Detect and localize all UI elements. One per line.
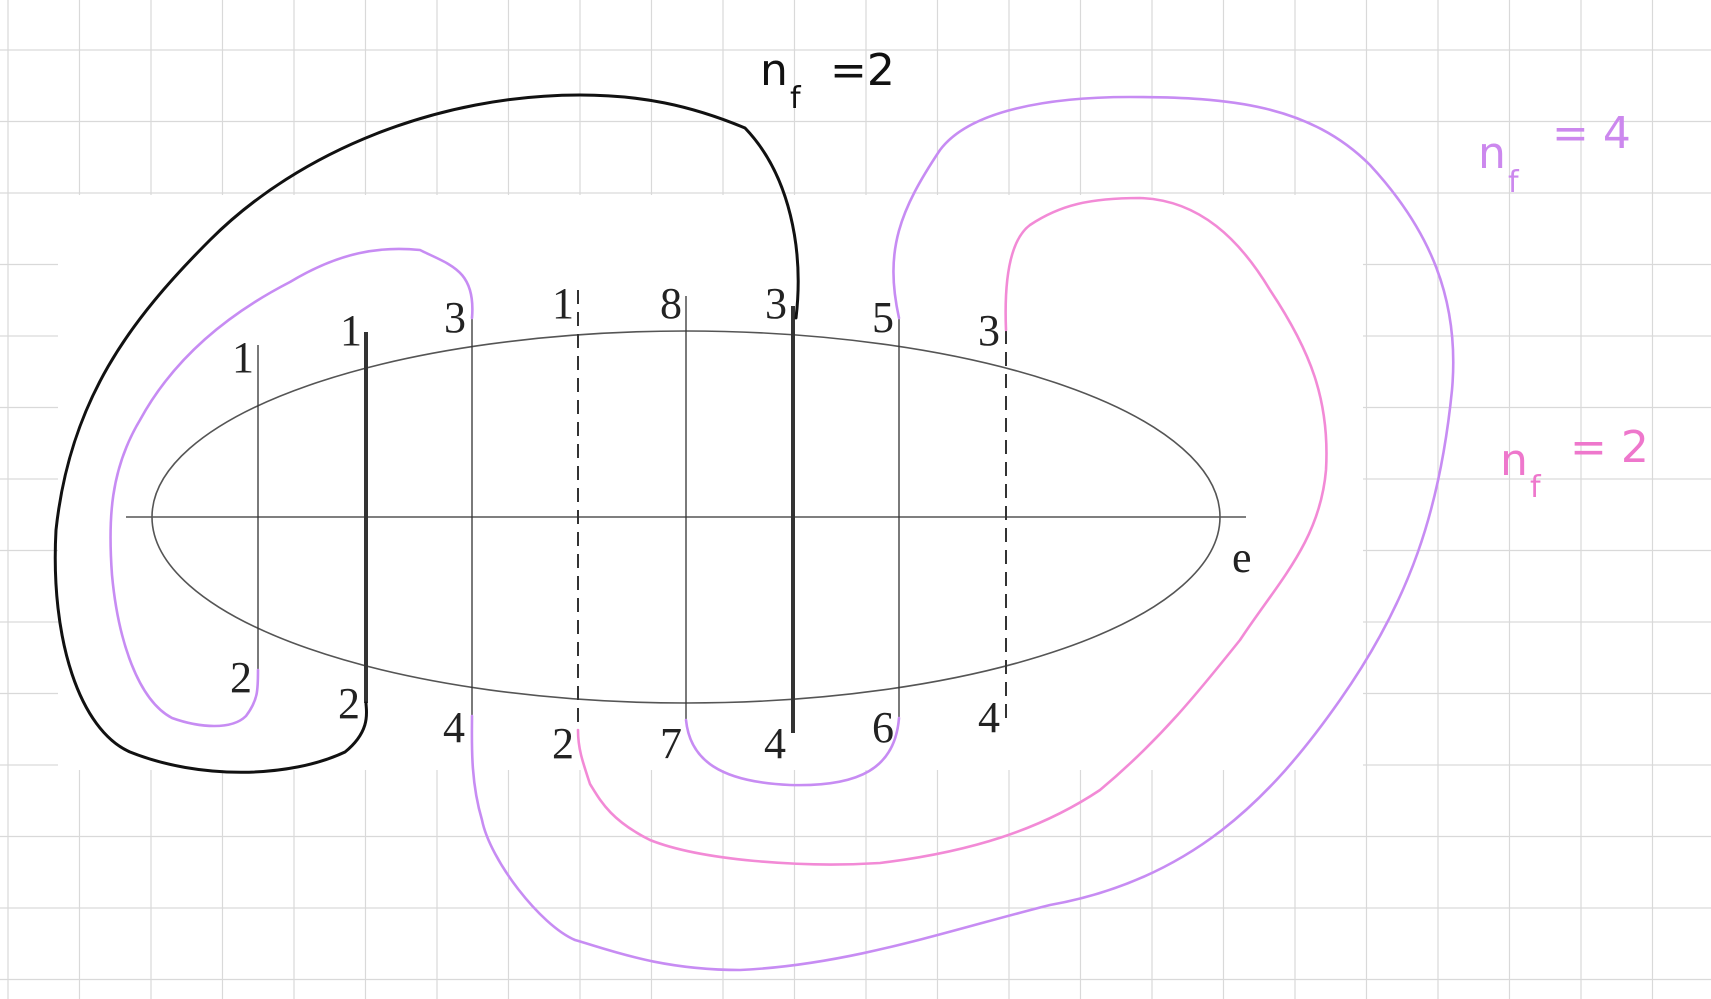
- bottom-label-8: 4: [978, 693, 1000, 742]
- top-label-7: 5: [872, 293, 894, 342]
- axis-label-e: e: [1232, 533, 1252, 582]
- purple-curve-outer: [470, 95, 1455, 972]
- top-label-3: 3: [444, 293, 466, 342]
- bottom-label-4: 2: [552, 719, 574, 768]
- bottom-label-7: 6: [872, 703, 894, 752]
- annotation-pink-sub: f: [1530, 470, 1542, 505]
- purple-curve-left: [109, 247, 474, 728]
- annotation-black-n: n: [760, 45, 788, 96]
- annotation-black-sub: f: [790, 81, 802, 116]
- top-labels: 1 1 3 1 8 3 5 3: [232, 279, 1000, 382]
- annotation-purple-sub: f: [1508, 165, 1520, 200]
- top-label-8: 3: [978, 306, 1000, 355]
- bottom-label-5: 7: [660, 719, 682, 768]
- annotation-pink-value: = 2: [1570, 422, 1649, 473]
- annotation-purple-n: n: [1478, 128, 1506, 179]
- annotation-purple-value: = 4: [1552, 108, 1631, 159]
- black-curve: [53, 93, 800, 774]
- vertical-lines: [257, 290, 1007, 733]
- top-label-1: 1: [232, 333, 254, 382]
- purple-curve-bottom-inner: [684, 716, 901, 787]
- bottom-label-1: 2: [230, 653, 252, 702]
- bottom-label-6: 4: [764, 719, 786, 768]
- annotation-purple: n f = 4: [1478, 108, 1631, 200]
- figure-panel: [58, 195, 1363, 770]
- annotation-black: n f =2: [760, 45, 895, 116]
- top-label-6: 3: [765, 279, 787, 328]
- top-label-5: 8: [660, 279, 682, 328]
- top-label-4: 1: [552, 279, 574, 328]
- bottom-labels: 2 2 4 2 7 4 6 4: [230, 653, 1000, 768]
- annotation-black-value: =2: [830, 45, 895, 96]
- top-label-2: 1: [340, 306, 362, 355]
- bottom-label-2: 2: [338, 679, 360, 728]
- bottom-label-3: 4: [443, 703, 465, 752]
- pink-curve: [576, 196, 1328, 866]
- annotation-pink: n f = 2: [1500, 422, 1649, 505]
- annotation-pink-n: n: [1500, 435, 1528, 486]
